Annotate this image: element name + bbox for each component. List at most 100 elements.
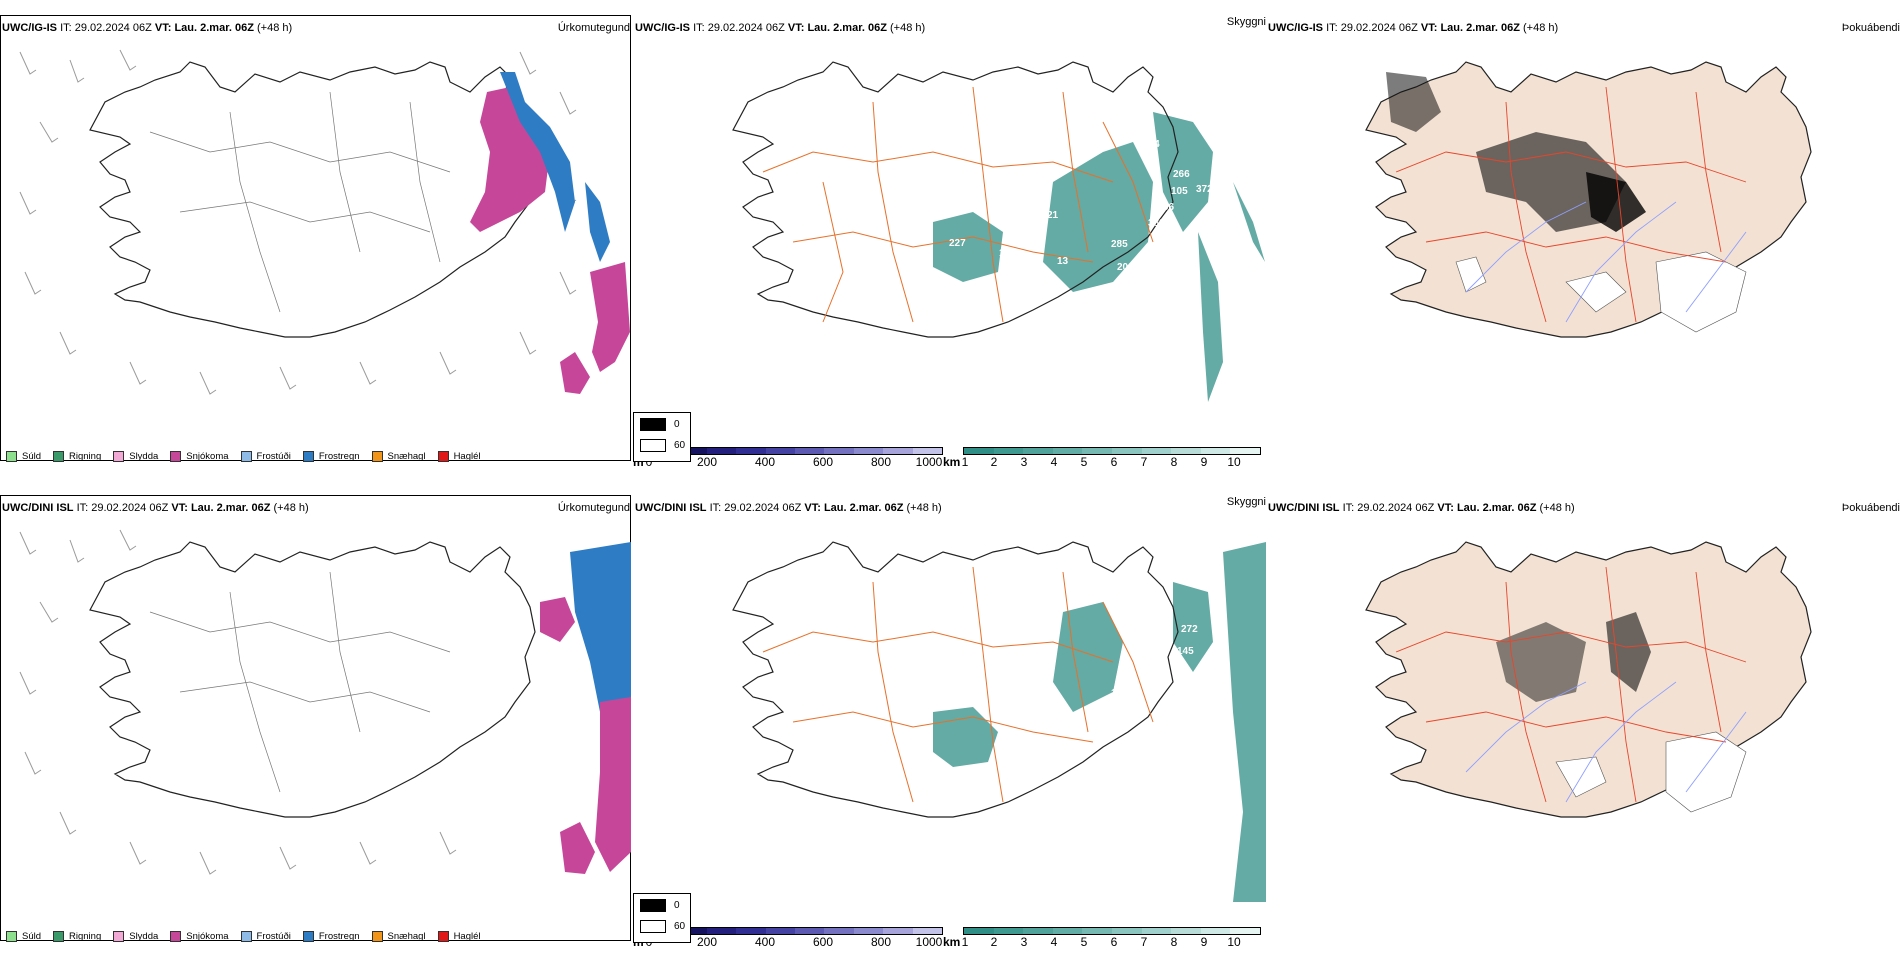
fog-legend-row2: 0 60	[633, 893, 691, 943]
panel-title: UWC/IG-IS IT: 29.02.2024 06Z VT: Lau. 2.…	[1268, 22, 1558, 34]
panel-title: UWC/IG-IS IT: 29.02.2024 06Z VT: Lau. 2.…	[635, 22, 925, 34]
it-value: 29.02.2024 06Z	[707, 22, 785, 34]
fog-legend-high: 0	[674, 419, 680, 430]
elevation-unit: m	[633, 455, 644, 469]
visibility-map: 867 134 266 372 105 06 389 21 285 730 20…	[732, 61, 1265, 402]
legend-item-snjokoma: Snjókoma	[170, 450, 229, 462]
visibility-panel-row1: UWC/IG-IS IT: 29.02.2024 06Z VT: Lau. 2.…	[633, 0, 1266, 475]
legend-item-frostregn: Frostregn	[302, 930, 360, 942]
lead-time: (+48 h)	[906, 502, 942, 514]
vt-label: VT:	[804, 502, 821, 514]
fog-legend-low: 60	[674, 921, 686, 932]
fog-panel-row1: UWC/IG-IS IT: 29.02.2024 06Z VT: Lau. 2.…	[1266, 0, 1900, 475]
lead-time: (+48 h)	[1523, 22, 1559, 34]
legend-item-haglel: Haglél	[437, 930, 481, 942]
vis-label: 15	[1111, 688, 1123, 699]
visibility-colorbar: km 1 2 3 4 5 6 7 8 9 10	[943, 927, 1263, 955]
model-name: UWC/IG-IS	[1268, 22, 1323, 34]
it-value: 29.02.2024 06Z	[1340, 22, 1418, 34]
legend-item-rigning: Rigning	[53, 930, 101, 942]
panel-title: UWC/DINI ISL IT: 29.02.2024 06Z VT: Lau.…	[635, 502, 942, 514]
vis-label: 174	[1113, 712, 1130, 723]
vt-value: Lau. 2.mar. 06Z	[1456, 502, 1537, 514]
panel-title: UWC/DINI ISL IT: 29.02.2024 06Z VT: Lau.…	[2, 502, 309, 514]
variable-name: Þokuábendi	[1841, 502, 1900, 514]
vis-label: 16	[1005, 708, 1017, 719]
model-name: UWC/IG-IS	[635, 22, 690, 34]
it-label: IT:	[709, 502, 722, 514]
model-name: UWC/DINI ISL	[1268, 502, 1340, 514]
precip-snow	[470, 87, 550, 232]
precip-map	[19, 49, 630, 395]
it-value: 29.02.2024 06Z	[74, 22, 152, 34]
vis-label: 389	[1148, 218, 1165, 229]
it-label: IT:	[60, 22, 72, 34]
legend-item-sudd: Súld	[6, 450, 41, 462]
vis-label: 06	[1163, 202, 1175, 213]
legend-item-slydda: Slydda	[113, 930, 158, 942]
vis-label: 07	[1041, 680, 1053, 691]
variable-name: Úrkomutegund	[557, 22, 630, 34]
panel-title: UWC/DINI ISL IT: 29.02.2024 06Z VT: Lau.…	[1268, 502, 1575, 514]
fog-legend-row1: 0 60	[633, 412, 691, 462]
legend-item-sudd: Súld	[6, 930, 41, 942]
legend-item-snjokoma: Snjókoma	[170, 930, 229, 942]
vt-value: Lau. 2.mar. 06Z	[190, 502, 271, 514]
fog-legend-high: 0	[674, 900, 680, 911]
visibility-panel-row2: UWC/DINI ISL IT: 29.02.2024 06Z VT: Lau.…	[633, 480, 1266, 955]
panel-title: UWC/IG-IS IT: 29.02.2024 06Z VT: Lau. 2.…	[2, 22, 292, 34]
model-name: UWC/DINI ISL	[635, 502, 707, 514]
vis-label: 266	[1173, 169, 1190, 180]
vis-label: 105	[1171, 186, 1188, 197]
precip-map-frame	[0, 15, 631, 461]
vt-label: VT:	[1437, 502, 1454, 514]
variable-name: Skyggni	[1226, 16, 1266, 28]
legend-item-snaehagl: Snæhagl	[371, 450, 426, 462]
vis-label: 145	[1177, 646, 1194, 657]
vt-value: Lau. 2.mar. 06Z	[174, 22, 254, 34]
model-name: UWC/IG-IS	[2, 22, 57, 34]
elevation-colorbar: m 0 200 400 600 800 1000	[633, 927, 943, 955]
vis-label: 227	[949, 238, 966, 249]
precip-legend: Súld Rigning Slydda Snjókoma Frostúði Fr…	[6, 929, 493, 943]
lead-time: (+48 h)	[257, 22, 293, 34]
precip-panel-row2: UWC/DINI ISL IT: 29.02.2024 06Z VT: Lau.…	[0, 480, 633, 955]
model-name: UWC/DINI ISL	[2, 502, 74, 514]
vis-label: 272	[1181, 624, 1198, 635]
it-label: IT:	[1342, 502, 1355, 514]
fog-map	[1365, 61, 1812, 338]
visibility-map: 07 272 145 15 07 174 16	[732, 541, 1266, 902]
vt-label: VT:	[154, 22, 172, 34]
vis-label: 16	[999, 248, 1011, 259]
vt-label: VT:	[171, 502, 188, 514]
vt-value: Lau. 2.mar. 06Z	[1440, 22, 1520, 34]
vis-label: 13	[1057, 256, 1069, 267]
legend-item-frostregn: Frostregn	[302, 450, 360, 462]
variable-name: Skyggni	[1226, 496, 1266, 508]
lead-time: (+48 h)	[273, 502, 309, 514]
it-value: 29.02.2024 06Z	[1357, 502, 1435, 514]
vt-label: VT:	[1420, 22, 1438, 34]
fog-legend-low: 60	[674, 440, 686, 451]
vis-label: 867	[1118, 109, 1135, 120]
vt-label: VT:	[787, 22, 805, 34]
it-label: IT:	[693, 22, 705, 34]
vis-label: 285	[1111, 239, 1128, 250]
it-label: IT:	[76, 502, 89, 514]
vis-label: 327	[1019, 258, 1036, 269]
visibility-unit: km	[943, 935, 961, 949]
it-label: IT:	[1326, 22, 1338, 34]
vt-value: Lau. 2.mar. 06Z	[823, 502, 904, 514]
visibility-labels: 867 134 266 372 105 06 389 21 285 730 20…	[949, 109, 1213, 273]
legend-item-rigning: Rigning	[53, 450, 101, 462]
lead-time: (+48 h)	[890, 22, 926, 34]
precip-panel-row1: UWC/IG-IS IT: 29.02.2024 06Z VT: Lau. 2.…	[0, 0, 633, 475]
vis-label: 9	[1029, 232, 1035, 243]
legend-item-slydda: Slydda	[113, 450, 158, 462]
legend-item-haglel: Haglél	[437, 450, 481, 462]
vis-label: 134	[1143, 139, 1160, 150]
vt-value: Lau. 2.mar. 06Z	[807, 22, 887, 34]
visibility-unit: km	[943, 455, 961, 469]
vis-label: 372	[1196, 184, 1213, 195]
legend-item-frostudi: Frostúði	[240, 930, 291, 942]
